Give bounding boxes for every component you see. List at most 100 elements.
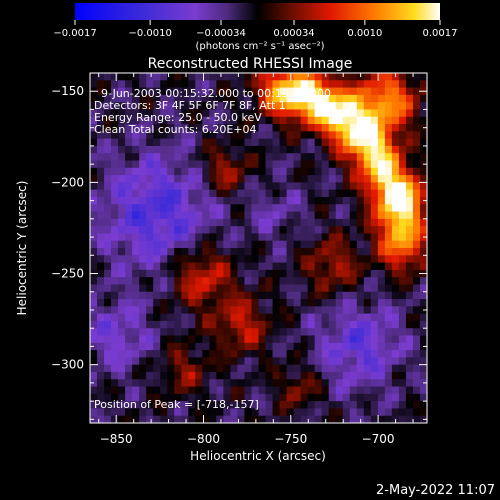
heatmap-cell [195, 320, 203, 329]
heatmap-cell [90, 182, 98, 191]
heatmap-cell [398, 226, 407, 234]
colorbar-tick-label: −0.0017 [53, 28, 96, 39]
heatmap-cell [188, 277, 196, 285]
heatmap-cell [349, 167, 358, 176]
heatmap-cell [335, 313, 344, 322]
heatmap-cell [216, 342, 224, 351]
heatmap-cell [307, 73, 316, 81]
heatmap-cell [174, 379, 182, 387]
heatmap-cell [258, 182, 266, 191]
heatmap-cell [356, 386, 365, 395]
heatmap-cell [223, 218, 231, 227]
heatmap-cell [195, 182, 203, 191]
heatmap-cell [286, 94, 294, 103]
heatmap-cell [419, 73, 427, 81]
heatmap-cell [342, 211, 351, 220]
heatmap-cell [181, 189, 189, 198]
heatmap-cell [419, 211, 427, 220]
heatmap-cell [125, 226, 133, 234]
heatmap-cell [230, 87, 238, 96]
heatmap-cell [230, 342, 238, 351]
heatmap-cell [244, 269, 252, 278]
annotation-counts: Clean Total counts: 6.20E+04 [94, 123, 257, 136]
heatmap-cell [244, 73, 252, 81]
heatmap-cell [216, 94, 224, 103]
axes: −850 −800 −750 −700−150−200−250−300 [51, 72, 427, 446]
heatmap-cell [160, 167, 168, 176]
heatmap-cell [90, 299, 98, 307]
heatmap-cell [272, 109, 280, 118]
heatmap-cell [356, 313, 365, 322]
heatmap-cell [405, 153, 414, 161]
heatmap-cell [167, 102, 175, 110]
heatmap-cell [356, 248, 365, 256]
heatmap-cell [363, 131, 372, 140]
heatmap-cell [405, 371, 414, 380]
heatmap-cell [370, 342, 379, 351]
heatmap-cell [335, 73, 344, 81]
heatmap-cell [153, 218, 161, 227]
heatmap-cell [342, 102, 351, 110]
x-tick-label: −700 [362, 432, 395, 446]
heatmap-cell [202, 182, 210, 191]
heatmap-cell [209, 299, 217, 307]
heatmap-cell [209, 393, 217, 402]
heatmap-cell [237, 299, 245, 307]
heatmap-cell [384, 145, 393, 154]
heatmap-cell [237, 277, 245, 285]
heatmap-cell [356, 393, 365, 402]
heatmap-cell [398, 94, 407, 103]
heatmap-cell [279, 262, 287, 271]
heatmap-cell [342, 116, 351, 125]
heatmap-cell [244, 371, 252, 380]
heatmap-cell [202, 269, 210, 278]
heatmap-cell [300, 306, 309, 315]
heatmap-cell [146, 109, 154, 118]
heatmap-cell [118, 284, 126, 293]
heatmap-cell [391, 371, 400, 380]
heatmap-cell [370, 116, 379, 125]
heatmap-cell [279, 94, 287, 103]
heatmap-cell [335, 87, 344, 96]
heatmap-cell [202, 109, 210, 118]
heatmap-cell [370, 218, 379, 227]
heatmap-cell [300, 116, 309, 125]
heatmap-cell [328, 116, 337, 125]
heatmap-cell [342, 277, 351, 285]
heatmap-cell [153, 408, 161, 417]
heatmap-cell [293, 255, 302, 263]
chart-title: Reconstructed RHESSI Image [148, 56, 353, 72]
heatmap-cell [307, 248, 316, 256]
heatmap-cell [244, 328, 252, 336]
heatmap-cell [377, 393, 386, 402]
heatmap-cell [412, 80, 421, 88]
heatmap-cell [237, 218, 245, 227]
heatmap-cell [90, 277, 98, 285]
heatmap-cell [363, 233, 372, 242]
heatmap-cell [412, 182, 421, 191]
heatmap-cell [223, 262, 231, 271]
heatmap-cell [181, 342, 189, 351]
heatmap-cell [307, 233, 316, 242]
heatmap-cell [342, 379, 351, 387]
heatmap-cell [188, 320, 196, 329]
heatmap-cell [391, 153, 400, 161]
heatmap-cell [237, 80, 245, 88]
heatmap-cell [391, 357, 400, 366]
heatmap-cell [370, 248, 379, 256]
heatmap-cell [412, 284, 421, 293]
heatmap-cell [195, 160, 203, 169]
heatmap-cell [405, 350, 414, 358]
heatmap-cell [104, 313, 112, 322]
heatmap-cell [223, 226, 231, 234]
heatmap-cell [419, 357, 427, 366]
heatmap-cell [272, 196, 280, 205]
heatmap-cell [265, 313, 273, 322]
heatmap-cell [251, 226, 259, 234]
heatmap-cell [97, 357, 105, 366]
heatmap-cell [286, 153, 294, 161]
heatmap-cell [405, 87, 414, 96]
heatmap-cell [293, 379, 302, 387]
heatmap-cell [405, 240, 414, 249]
heatmap-cell [230, 153, 238, 161]
